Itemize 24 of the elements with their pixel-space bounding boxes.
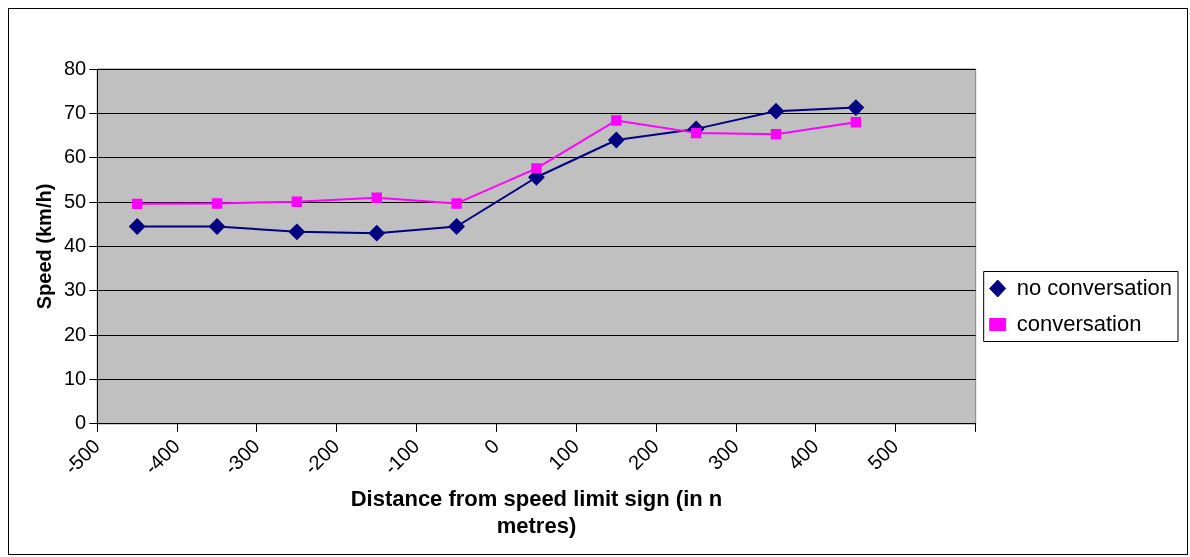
x-tick-label: 500 (863, 434, 903, 474)
x-tick-label: 200 (623, 434, 663, 474)
x-tick-label: -400 (139, 434, 184, 479)
x-tick-label: 400 (783, 434, 823, 474)
x-tick-label: 0 (479, 434, 504, 458)
y-tick-label: 10 (64, 367, 87, 390)
y-tick-label: 80 (64, 56, 87, 79)
x-tick-label: 300 (703, 434, 743, 474)
y-tick-label: 30 (64, 278, 87, 301)
x-tick-label: -300 (219, 434, 264, 479)
legend-label: no conversation (1016, 274, 1173, 300)
x-tick-label: -200 (299, 434, 344, 479)
x-axis-title: Distance from speed limit sign (in n metres) (350, 486, 723, 538)
y-tick-label: 70 (64, 100, 87, 123)
y-tick-label: 20 (64, 322, 87, 345)
y-tick-label: 0 (75, 411, 87, 434)
x-tick-label: 100 (543, 434, 584, 474)
x-tick-label: -100 (379, 434, 424, 479)
x-tick-label: -500 (60, 434, 104, 479)
y-axis-title: Speed (km/h) (32, 183, 55, 310)
y-tick-label: 40 (64, 233, 87, 256)
y-tick-label: 60 (64, 145, 87, 168)
legend-label: conversation (1016, 310, 1142, 336)
y-tick-label: 50 (64, 189, 87, 212)
